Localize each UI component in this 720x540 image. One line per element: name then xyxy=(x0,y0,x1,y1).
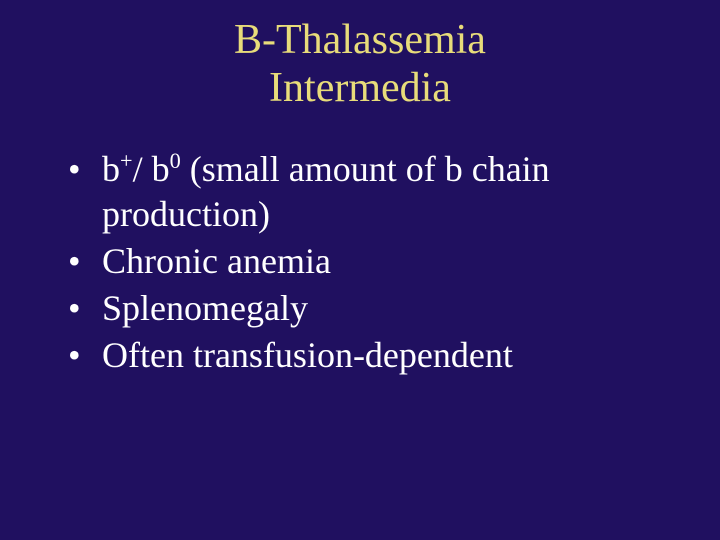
text: / xyxy=(133,149,152,189)
superscript: + xyxy=(120,148,133,173)
title-line-2: Intermedia xyxy=(269,65,451,111)
text: (small amount of xyxy=(181,149,445,189)
title-line-1: B-Thalassemia xyxy=(234,17,486,63)
bullet-genotype: b+/ b0 (small amount of b chain producti… xyxy=(68,147,670,237)
bullet-transfusion: Often transfusion-dependent xyxy=(68,333,670,378)
bullet-chronic-anemia: Chronic anemia xyxy=(68,239,670,284)
beta-symbol: b xyxy=(445,149,463,189)
bullet-list: b+/ b0 (small amount of b chain producti… xyxy=(50,147,670,378)
bullet-splenomegaly: Splenomegaly xyxy=(68,286,670,331)
beta-symbol: b xyxy=(152,149,170,189)
slide-title: B-Thalassemia Intermedia xyxy=(50,16,670,113)
beta-symbol: b xyxy=(102,149,120,189)
superscript: 0 xyxy=(170,148,181,173)
slide: B-Thalassemia Intermedia b+/ b0 (small a… xyxy=(0,0,720,540)
